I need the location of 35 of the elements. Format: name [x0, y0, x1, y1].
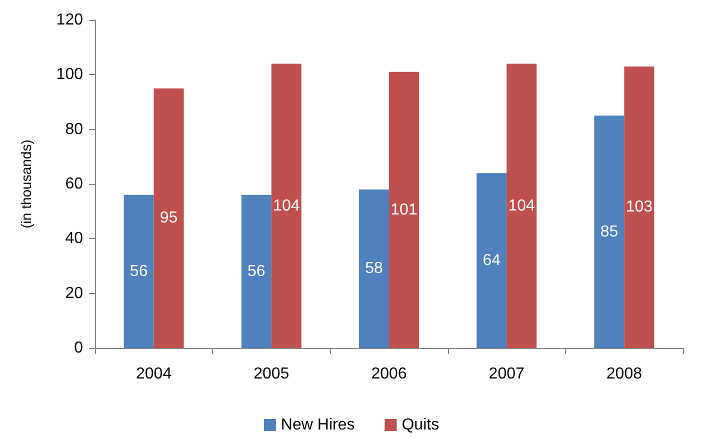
- y-tick-label: 60: [65, 176, 84, 192]
- x-tick-label: 2005: [254, 366, 290, 382]
- data-label: 95: [160, 210, 178, 227]
- data-label: 85: [600, 223, 618, 240]
- bar: [271, 64, 302, 348]
- y-tick-label: 100: [56, 66, 84, 84]
- data-label: 56: [248, 262, 266, 280]
- bar: [506, 64, 537, 348]
- bar: [624, 66, 654, 348]
- data-label: 104: [273, 197, 300, 214]
- data-label: 58: [365, 260, 384, 278]
- bar: [154, 88, 184, 348]
- bar: [124, 194, 154, 348]
- y-tick-label: 20: [65, 284, 84, 302]
- bar: [476, 173, 507, 348]
- y-tick-label: 120: [56, 12, 84, 28]
- y-tick-label: 80: [65, 120, 84, 138]
- x-tick-label: 2006: [371, 366, 407, 382]
- y-tick-label: 0: [74, 340, 84, 356]
- data-label: 104: [508, 197, 536, 214]
- bar: [359, 189, 389, 348]
- legend-label: New Hires: [280, 416, 355, 434]
- legend-label: Quits: [402, 416, 440, 434]
- x-tick-label: 2008: [606, 366, 642, 382]
- data-label: 103: [626, 198, 653, 216]
- data-label: 101: [390, 201, 418, 218]
- data-label: 64: [482, 252, 501, 270]
- x-tick-label: 2007: [488, 366, 524, 382]
- data-label: 56: [130, 262, 148, 280]
- x-tick-label: 2004: [136, 366, 172, 382]
- y-tick-label: 40: [65, 230, 84, 248]
- y-axis-title: (in thousands): [18, 140, 34, 228]
- bar: [594, 116, 624, 348]
- bar: [389, 72, 419, 348]
- bar: [241, 194, 272, 348]
